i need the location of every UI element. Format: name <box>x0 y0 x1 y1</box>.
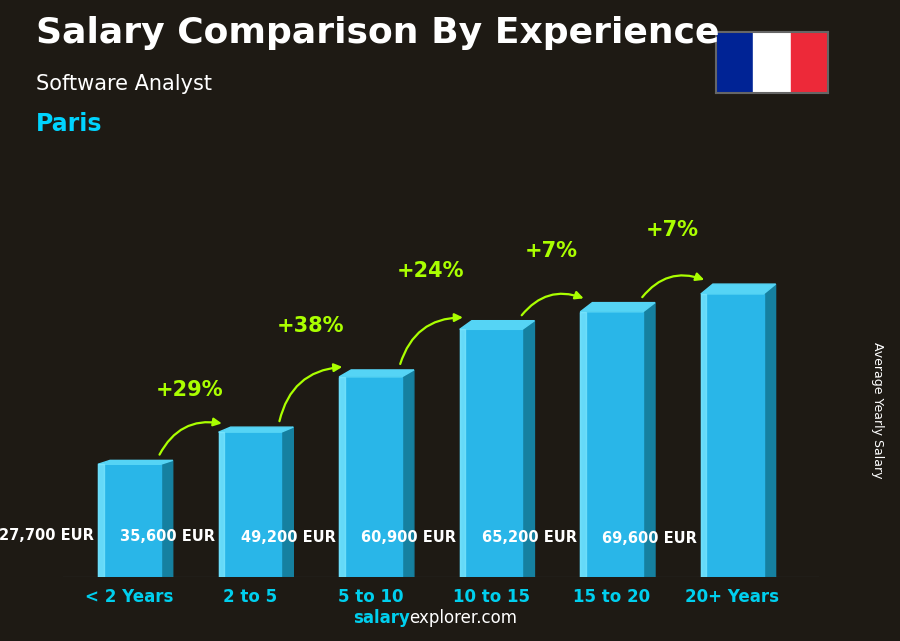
Polygon shape <box>219 427 293 432</box>
Text: 35,600 EUR: 35,600 EUR <box>120 529 215 544</box>
Text: 27,700 EUR: 27,700 EUR <box>0 528 94 543</box>
Polygon shape <box>98 460 173 464</box>
Bar <box>580 312 643 577</box>
Polygon shape <box>281 427 293 577</box>
Bar <box>716 32 753 93</box>
Text: +24%: +24% <box>397 261 464 281</box>
Bar <box>339 377 345 577</box>
Bar <box>701 294 763 577</box>
Bar <box>753 32 790 93</box>
Text: 49,200 EUR: 49,200 EUR <box>240 530 336 545</box>
Polygon shape <box>763 284 776 577</box>
Text: +7%: +7% <box>645 220 698 240</box>
Text: Software Analyst: Software Analyst <box>36 74 212 94</box>
Polygon shape <box>401 370 414 577</box>
Text: salary: salary <box>353 609 410 627</box>
Bar <box>460 329 522 577</box>
Bar <box>790 32 828 93</box>
Polygon shape <box>701 284 776 294</box>
Polygon shape <box>339 370 414 377</box>
Text: Average Yearly Salary: Average Yearly Salary <box>871 342 884 478</box>
Polygon shape <box>643 303 655 577</box>
Bar <box>98 464 161 577</box>
Text: Salary Comparison By Experience: Salary Comparison By Experience <box>36 16 719 50</box>
Polygon shape <box>522 320 535 577</box>
Bar <box>219 432 281 577</box>
Text: 65,200 EUR: 65,200 EUR <box>482 530 577 545</box>
Polygon shape <box>161 460 173 577</box>
Bar <box>219 432 224 577</box>
Text: explorer.com: explorer.com <box>410 609 518 627</box>
Text: +7%: +7% <box>525 240 578 261</box>
Bar <box>98 464 104 577</box>
Bar <box>580 312 586 577</box>
Bar <box>460 329 465 577</box>
Text: 60,900 EUR: 60,900 EUR <box>361 529 456 545</box>
Polygon shape <box>580 303 655 312</box>
Bar <box>701 294 706 577</box>
Polygon shape <box>460 320 535 329</box>
Text: +38%: +38% <box>276 316 344 336</box>
Text: 69,600 EUR: 69,600 EUR <box>602 531 698 545</box>
Bar <box>339 377 401 577</box>
Text: +29%: +29% <box>156 379 223 399</box>
Text: Paris: Paris <box>36 112 103 136</box>
